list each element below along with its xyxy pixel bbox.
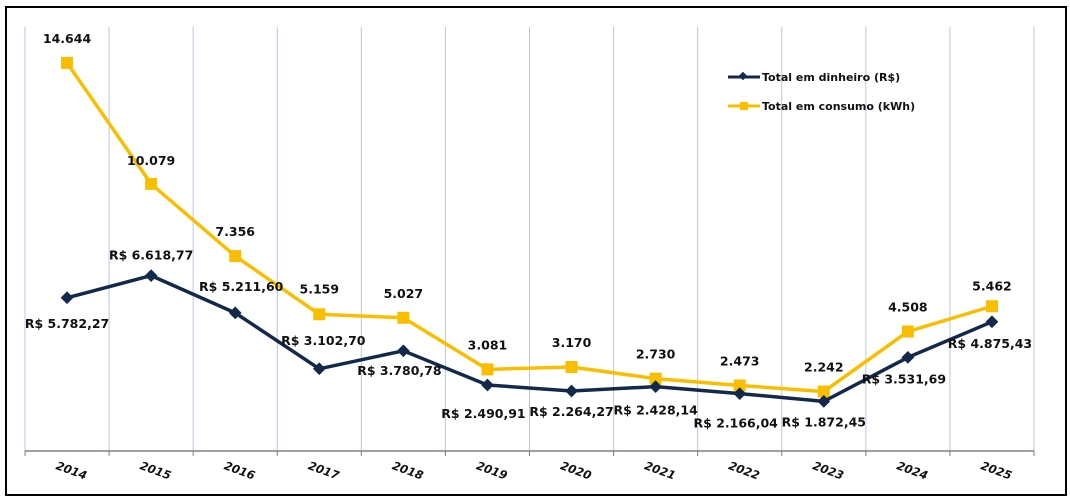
data-label-money: R$ 3.102,70 [281, 333, 366, 348]
data-label-money: R$ 5.782,27 [25, 316, 109, 331]
x-tick-label: 2017 [306, 458, 341, 482]
data-point-money[interactable] [901, 351, 915, 364]
x-tick-label: 2018 [390, 458, 425, 482]
data-label-consumption: 3.081 [468, 337, 508, 352]
data-label-consumption: 2.730 [636, 347, 676, 362]
series-line-consumption [65, 61, 993, 394]
data-point-money[interactable] [565, 384, 578, 398]
data-point-money[interactable] [60, 291, 74, 305]
data-point-money[interactable] [481, 378, 494, 392]
data-point-consumption[interactable] [61, 56, 74, 69]
data-point-money[interactable] [312, 362, 326, 376]
series-line-money [66, 273, 993, 404]
chart-frame [5, 6, 1067, 496]
x-tick-label: 2021 [643, 458, 678, 482]
data-label-consumption: 2.242 [804, 360, 844, 375]
x-tick-label: 2019 [474, 458, 509, 482]
data-label-money: R$ 2.166,04 [694, 416, 779, 431]
data-point-consumption[interactable] [901, 325, 914, 338]
legend-label-money: Total em dinheiro (R$) [762, 71, 900, 84]
data-label-money: R$ 2.428,14 [613, 403, 698, 418]
data-label-consumption: 3.170 [552, 335, 592, 350]
x-tick-label: 2022 [727, 458, 762, 482]
data-label-money: R$ 5.211,60 [199, 279, 284, 294]
data-point-consumption[interactable] [649, 372, 662, 385]
data-label-consumption: 2.473 [720, 353, 760, 368]
data-point-consumption[interactable] [565, 360, 578, 373]
data-point-money[interactable] [228, 306, 242, 320]
data-point-consumption[interactable] [985, 300, 998, 313]
x-tick-label: 2015 [138, 458, 173, 482]
x-tick-label: 2023 [811, 458, 846, 482]
x-tick-label: 2025 [979, 458, 1014, 482]
legend-item-money[interactable]: Total em dinheiro (R$) [728, 71, 900, 84]
legend-item-consumption[interactable]: Total em consumo (kWh) [728, 100, 915, 113]
legend-diamond-icon [738, 71, 748, 81]
data-point-consumption[interactable] [817, 385, 830, 398]
data-label-money: R$ 4.875,43 [948, 336, 1032, 351]
data-labels: R$ 5.782,27 R$ 6.618,77 R$ 5.211,60 R$ 3.10… [25, 31, 1032, 431]
data-point-money[interactable] [985, 315, 999, 329]
data-label-consumption: 7.356 [215, 224, 255, 239]
data-label-money: R$ 3.780,78 [357, 363, 441, 378]
x-tick-label: 2016 [222, 458, 257, 482]
legend: Total em dinheiro (R$) Total em consumo … [728, 71, 915, 113]
data-label-money: R$ 1.872,45 [782, 414, 866, 429]
data-point-consumption[interactable] [733, 379, 746, 392]
data-label-consumption: 5.462 [972, 278, 1012, 293]
data-point-money[interactable] [397, 344, 410, 358]
x-tick-label: 2014 [54, 458, 89, 482]
data-label-consumption: 5.027 [384, 286, 424, 301]
data-point-money[interactable] [144, 269, 158, 282]
legend-square-icon [740, 102, 748, 110]
data-point-consumption[interactable] [145, 177, 158, 190]
data-label-consumption: 14.644 [43, 31, 92, 46]
x-axis: 2014 2015 2016 2017 2018 2019 2020 2021 2022 2023… [24, 450, 1035, 483]
data-point-consumption[interactable] [229, 250, 242, 263]
data-label-consumption: 4.508 [888, 300, 928, 315]
x-tick-label: 2024 [895, 458, 930, 482]
data-label-money: R$ 2.264,27 [529, 404, 613, 419]
data-label-money: R$ 2.490,91 [441, 406, 525, 421]
x-tick-label: 2020 [559, 458, 594, 482]
data-point-consumption[interactable] [313, 308, 326, 321]
data-label-consumption: 10.079 [127, 153, 175, 168]
data-point-consumption[interactable] [481, 363, 494, 376]
data-label-consumption: 5.159 [300, 281, 340, 296]
legend-label-consumption: Total em consumo (kWh) [762, 100, 915, 113]
data-label-money: R$ 6.618,77 [109, 248, 193, 263]
data-point-consumption[interactable] [397, 311, 410, 324]
data-label-money: R$ 3.531,69 [862, 371, 946, 386]
